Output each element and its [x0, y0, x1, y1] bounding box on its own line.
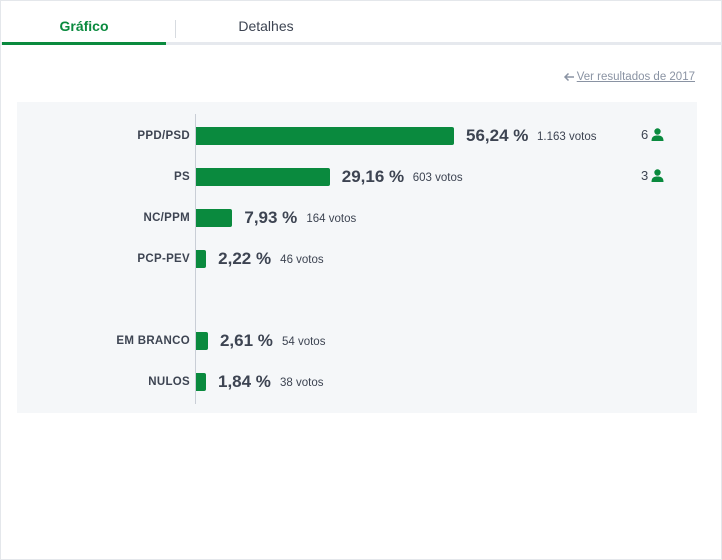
previous-results-link[interactable]: Ver resultados de 2017 [563, 71, 695, 83]
bar-votes-label: 1.163 votos [537, 131, 597, 143]
bar-percent-label: 2,22 % [218, 249, 272, 268]
chart-row: PPD/PSD 56,24 % 1.163 votos 6 [0, 126, 722, 148]
chart-row: NC/PPM 7,93 % 164 votos [0, 208, 722, 230]
bar [196, 168, 330, 186]
bar [196, 373, 206, 391]
tab-bar-divider [0, 42, 722, 45]
seats-number: 3 [641, 168, 649, 183]
chart-axis-line [195, 114, 196, 404]
person-icon [651, 128, 664, 141]
bar-votes-label: 54 votos [281, 336, 326, 348]
bar-votes-label: 38 votos [280, 377, 324, 389]
bar [196, 127, 454, 145]
seats-count: 6 [641, 127, 664, 142]
bar-votes-label: 603 votos [412, 172, 463, 184]
bar-votes-label: 164 votos [306, 213, 357, 225]
bar-percent-label: 56,24 % [466, 126, 529, 145]
tab-grafico[interactable]: Gráfico [59, 18, 109, 34]
tab-bar: Gráfico Detalhes [0, 0, 722, 46]
person-icon [651, 169, 664, 182]
bar [196, 209, 233, 227]
tab-separator [175, 20, 176, 38]
bar [196, 332, 208, 350]
bar-label: EM BRANCO [116, 335, 190, 347]
chart-row: PS 29,16 % 603 votos 3 [0, 167, 722, 189]
bar-label: PPD/PSD [137, 130, 190, 142]
seats-count: 3 [641, 168, 664, 183]
bar-percent-label: 29,16 % [341, 167, 405, 186]
chart-row: NULOS 1,84 % 38 votos [0, 372, 722, 394]
bar-label: PCP-PEV [137, 253, 190, 265]
bar-percent-label: 1,84 % [218, 372, 271, 391]
bar-label: NULOS [148, 376, 190, 388]
bar-percent-label: 2,61 % [219, 331, 273, 350]
arrow-left-icon [563, 72, 574, 82]
chart-row: PCP-PEV 2,22 % 46 votos [0, 249, 722, 271]
bar [196, 250, 207, 268]
tab-detalhes[interactable]: Detalhes [238, 18, 294, 34]
bar-votes-label: 46 votos [280, 254, 324, 266]
bar-percent-label: 7,93 % [244, 208, 298, 227]
chart-panel [17, 102, 697, 413]
bar-label: PS [174, 171, 190, 183]
bar-label: NC/PPM [143, 212, 190, 224]
active-tab-indicator [2, 42, 166, 45]
chart-row: EM BRANCO 2,61 % 54 votos [0, 331, 722, 353]
previous-results-link-label: Ver resultados de 2017 [576, 71, 695, 83]
seats-number: 6 [641, 127, 649, 142]
